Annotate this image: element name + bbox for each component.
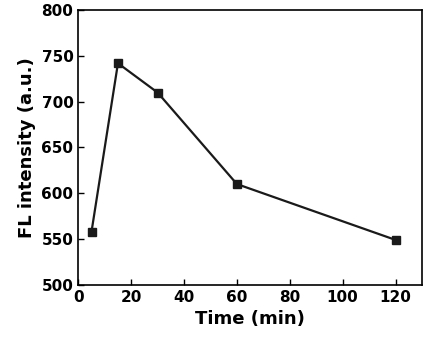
Y-axis label: FL intensity (a.u.): FL intensity (a.u.): [18, 57, 36, 238]
X-axis label: Time (min): Time (min): [195, 310, 304, 328]
